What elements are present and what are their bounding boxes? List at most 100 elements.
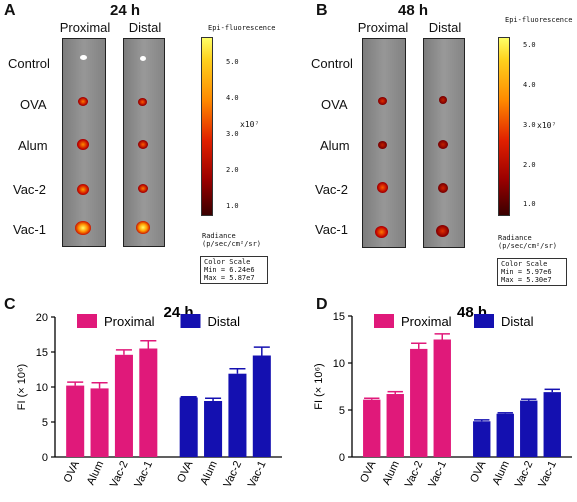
panel-b-radiance-title: Radiance [498, 234, 532, 242]
x-tick-label: Alum [198, 459, 219, 487]
y-tick-label: 5 [42, 417, 48, 429]
panel-letter-b: B [316, 2, 328, 19]
panel-a-cb-tick: 5.0 [226, 58, 239, 66]
panel-a-distal-vac2-spot [138, 184, 148, 193]
panel-b-distal-ova-spot [439, 96, 447, 104]
panel-a-proximal-ova-spot [78, 97, 88, 106]
row-label-ova: OVA [321, 97, 348, 112]
legend-swatch [180, 314, 201, 328]
x-tick-label: Alum [491, 459, 512, 487]
panel-a-distal-ova-spot [138, 98, 147, 106]
panel-a-cb-tick: 3.0 [226, 130, 239, 138]
panel-a-distal-control-spot [140, 56, 146, 61]
y-tick-label: 15 [36, 347, 48, 359]
panel-b-scale-min: Min = 5.97e6 [501, 268, 552, 276]
panel-b-cb-tick: 1.0 [523, 200, 536, 208]
panel-a-cb-tick: 2.0 [226, 166, 239, 174]
legend-label: Distal [501, 314, 534, 329]
row-label-control: Control [311, 56, 353, 71]
panel-a-scale-min: Min = 6.24e6 [204, 266, 255, 274]
legend-label: Proximal [104, 314, 155, 329]
bar [252, 355, 271, 457]
panel-a-proximal-vac2-spot [77, 184, 89, 195]
panel-b-radiance-label: Radiance (p/sec/cm²/sr) [498, 234, 557, 250]
panel-a-proximal-control-spot [80, 55, 87, 60]
panel-a-cb-tick: 4.0 [226, 94, 239, 102]
bar [520, 400, 538, 457]
panel-b-proximal-alum-spot [378, 141, 387, 149]
panel-b-cb-tick: 3.0 [523, 121, 536, 129]
panel-b-proximal-strip [362, 38, 406, 248]
panel-a-radiance-unit: (p/sec/cm²/sr) [202, 240, 262, 248]
panel-a-time-title: 24 h [109, 2, 140, 19]
bar [228, 373, 247, 457]
panel-a-proximal-vac1-spot [75, 221, 91, 235]
panel-b-distal-vac2-spot [438, 183, 448, 193]
bar [386, 394, 404, 457]
bar [139, 348, 158, 457]
bar [66, 385, 85, 457]
panel-b-proximal-ova-spot [378, 97, 387, 105]
bar [90, 388, 109, 457]
panel-b-proximal-label: Proximal [357, 20, 409, 35]
panel-a-proximal-alum-spot [77, 139, 89, 150]
x-tick-label: Vac-1 [426, 459, 449, 489]
bar [204, 401, 223, 457]
panel-b-colorbar-title: Epi-fluorescence [505, 16, 573, 24]
bar [363, 399, 381, 457]
y-axis-label: FI (× 10⁶) [16, 364, 28, 410]
panel-letter-c: C [4, 296, 16, 313]
x-tick-label: Vac-1 [536, 459, 559, 489]
panel-a-distal-label: Distal [128, 20, 162, 35]
row-label-alum: Alum [320, 138, 350, 153]
x-tick-label: Vac-2 [403, 459, 426, 489]
panel-a-colorbar-title: Epi-fluorescence [208, 24, 276, 32]
panel-b-distal-vac1-spot [436, 225, 449, 237]
panel-b-distal-alum-spot [438, 140, 448, 149]
x-tick-label: Alum [381, 459, 402, 487]
x-tick-label: Alum [85, 459, 106, 487]
panel-b-colorbar [498, 37, 510, 216]
bar [179, 397, 198, 457]
y-axis-label: FI (× 10⁶) [313, 363, 325, 409]
panel-a-radiance-label: Radiance (p/sec/cm²/sr) [202, 232, 261, 248]
bar [473, 421, 491, 457]
panel-b-color-scale-box: Color Scale Min = 5.97e6 Max = 5.30e7 [497, 258, 567, 286]
bar [433, 339, 451, 457]
x-tick-label: Vac-1 [132, 459, 155, 489]
y-tick-label: 0 [339, 452, 345, 464]
legend-swatch [374, 314, 394, 328]
panel-b-colorbar-exponent: x10⁷ [537, 121, 557, 130]
panel-b-distal-label: Distal [428, 20, 462, 35]
panel-a-scale-max: Max = 5.87e7 [204, 274, 255, 282]
row-label-alum: Alum [18, 138, 48, 153]
panel-a-radiance-title: Radiance [202, 232, 236, 240]
legend-label: Distal [208, 314, 241, 329]
row-label-vac-2: Vac-2 [13, 182, 46, 197]
panel-a-distal-alum-spot [138, 140, 148, 149]
panel-a-distal-vac1-spot [136, 221, 150, 234]
x-tick-label: Vac-2 [513, 459, 536, 489]
y-tick-label: 5 [339, 405, 345, 417]
panel-b-radiance-unit: (p/sec/cm²/sr) [498, 242, 558, 250]
row-label-vac-2: Vac-2 [315, 182, 348, 197]
panel-b-scale-title: Color Scale [501, 260, 548, 268]
panel-b-distal-strip [423, 38, 465, 248]
legend-swatch [77, 314, 97, 328]
y-tick-label: 0 [42, 452, 48, 464]
row-label-ova: OVA [20, 97, 47, 112]
y-tick-label: 15 [333, 311, 345, 323]
x-tick-label: OVA [62, 459, 83, 485]
panel-a-colorbar-exponent: x10⁷ [240, 120, 260, 129]
panel-b-scale-max: Max = 5.30e7 [501, 276, 552, 284]
panel-b-cb-tick: 5.0 [523, 41, 536, 49]
panel-letter-d: D [316, 296, 328, 313]
bar [543, 392, 561, 457]
x-tick-label: OVA [358, 459, 379, 485]
bar [114, 354, 133, 457]
bar [410, 348, 428, 457]
panel-b-proximal-vac2-spot [377, 182, 388, 193]
row-label-vac-1: Vac-1 [13, 222, 46, 237]
panel-b-cb-tick: 2.0 [523, 161, 536, 169]
